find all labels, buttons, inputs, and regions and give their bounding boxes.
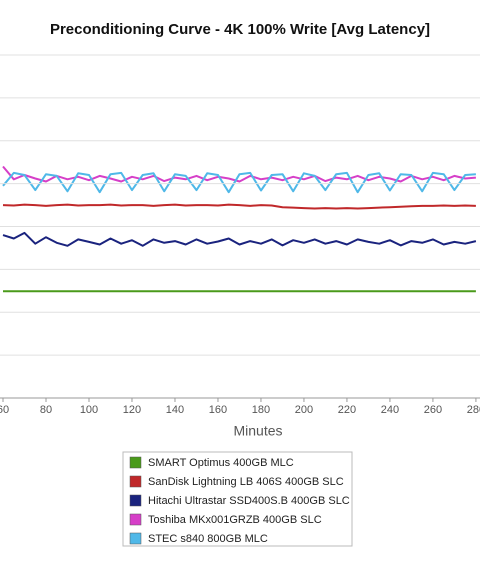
x-tick-label: 180 <box>252 404 270 416</box>
x-tick-label: 220 <box>338 404 356 416</box>
series-line <box>2 203 476 210</box>
plot-area <box>2 165 477 293</box>
x-tick-label: 140 <box>166 404 184 416</box>
legend <box>122 451 353 547</box>
legend-label: STEC s840 800GB MLC <box>148 533 268 545</box>
x-tick-label: 260 <box>424 404 442 416</box>
chart-title: Preconditioning Curve - 4K 100% Write [A… <box>50 21 430 38</box>
x-tick-label: 120 <box>123 404 141 416</box>
series-line <box>2 171 476 194</box>
legend-label: SanDisk Lightning LB 406S 400GB SLC <box>148 476 344 488</box>
legend-label: Hitachi Ultrastar SSD400S.B 400GB SLC <box>148 495 350 507</box>
legend-label: SMART Optimus 400GB MLC <box>148 457 294 469</box>
series-line <box>2 231 477 247</box>
legend-swatch <box>129 475 142 488</box>
x-tick-label: 100 <box>80 404 98 416</box>
x-tick-label: 160 <box>209 404 227 416</box>
legend-swatch <box>129 494 142 507</box>
x-axis-label: Minutes <box>233 423 282 439</box>
x-tick-label: 240 <box>381 404 399 416</box>
x-tick-label: 80 <box>40 404 52 416</box>
x-tick-label: 60 <box>0 404 9 416</box>
x-tick-label: 200 <box>295 404 313 416</box>
x-tick-label: 280 <box>467 404 480 416</box>
legend-swatch <box>129 513 142 526</box>
legend-swatch <box>129 456 142 469</box>
legend-label: Toshiba MKx001GRZB 400GB SLC <box>148 514 322 526</box>
legend-swatch <box>129 532 142 545</box>
